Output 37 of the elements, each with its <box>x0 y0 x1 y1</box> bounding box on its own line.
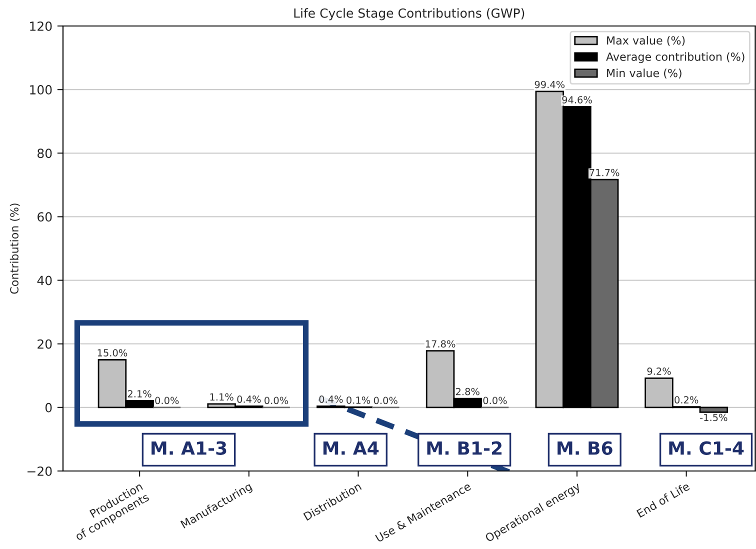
data-label: 0.0% <box>264 396 288 404</box>
data-label: 9.2% <box>647 368 671 375</box>
data-label: 94.6% <box>562 96 592 104</box>
y-tick-label: 0 <box>45 402 52 412</box>
y-tick-label: 80 <box>38 148 52 158</box>
legend-label: Average contribution (%) <box>606 52 744 64</box>
data-label: 0.0% <box>374 396 398 404</box>
annotation: M. B6 <box>558 441 612 455</box>
y-tick-label: 20 <box>38 339 52 349</box>
legend-label: Min value (%) <box>607 68 682 79</box>
annotation: M. B1-2 <box>427 441 502 455</box>
y-tick-label: −20 <box>28 466 52 476</box>
data-label: 15.0% <box>98 349 128 356</box>
data-label: 71.7% <box>590 168 620 176</box>
annotation: M. C1-4 <box>669 441 744 455</box>
legend-label: Max value (%) <box>607 36 685 46</box>
annotation: M. A4 <box>323 442 379 455</box>
data-label: 0.0% <box>155 396 179 404</box>
y-axis-title: Contribution (%) <box>10 204 20 294</box>
x-tick-label: End of Life <box>636 482 690 518</box>
data-label: 1.1% <box>210 393 234 401</box>
annotation: M. A1-3 <box>152 441 226 455</box>
y-tick-label: 40 <box>37 276 52 286</box>
data-label: 99.4% <box>534 80 565 88</box>
y-tick-label: 100 <box>30 85 52 94</box>
chart-title: Life Cycle Stage Contributions (GWP) <box>294 8 524 20</box>
data-label: 0.1% <box>346 396 370 404</box>
data-label: 0.0% <box>483 396 507 404</box>
data-label: -1.5% <box>700 414 728 422</box>
data-label: 0.2% <box>674 396 698 404</box>
data-label: 0.4% <box>237 396 261 403</box>
data-label: 2.1% <box>128 390 152 398</box>
data-label: 0.4% <box>319 396 343 403</box>
y-tick-label: 60 <box>38 212 52 222</box>
data-label: 2.8% <box>456 388 480 396</box>
data-label: 17.8% <box>426 340 456 348</box>
y-tick-label: 120 <box>30 21 52 31</box>
